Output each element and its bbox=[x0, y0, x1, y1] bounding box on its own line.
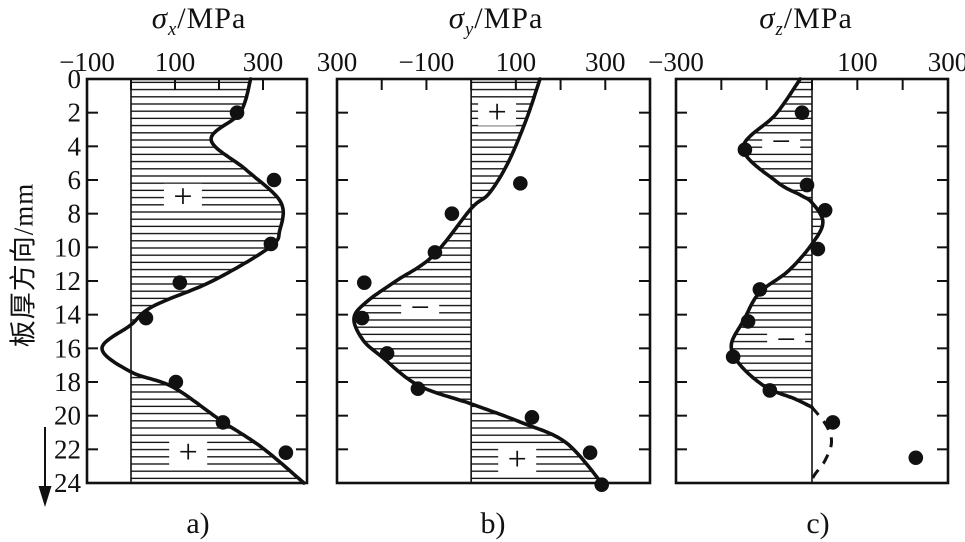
sigma-subscript: y bbox=[465, 19, 475, 40]
sigma-subscript: x bbox=[168, 19, 178, 40]
data-point bbox=[740, 314, 756, 329]
depth-axis-tick-label: 18 bbox=[54, 367, 81, 397]
sigma-symbol: σ bbox=[759, 0, 776, 35]
sign-label-backing bbox=[767, 331, 806, 348]
data-point bbox=[427, 245, 443, 260]
unit-text: /MPa bbox=[177, 2, 247, 35]
stress-sign-label: − bbox=[772, 124, 791, 161]
hatched-stress-region bbox=[812, 202, 823, 244]
depth-axis-tick-label: 12 bbox=[54, 266, 81, 296]
depth-axis-tick-label: 8 bbox=[68, 199, 82, 229]
depth-axis-tick-label: 6 bbox=[68, 165, 82, 195]
sigma-symbol: σ bbox=[448, 0, 466, 35]
depth-axis-tick-label: 14 bbox=[54, 300, 82, 330]
data-point bbox=[379, 346, 395, 361]
sign-label-backing bbox=[401, 299, 440, 316]
depth-axis-tick-label: 20 bbox=[54, 401, 81, 431]
data-point bbox=[172, 275, 188, 290]
data-point bbox=[817, 203, 833, 218]
stress-axis-tick-label: 300 bbox=[317, 47, 358, 77]
panel-b-caption: b) bbox=[480, 507, 506, 540]
data-point bbox=[594, 477, 610, 492]
sign-label-backing bbox=[163, 183, 202, 210]
data-point bbox=[138, 310, 154, 326]
stress-axis-tick-label: 300 bbox=[928, 47, 965, 77]
depth-axis-tick-label: 16 bbox=[54, 333, 81, 363]
stress-axis-tick-label: 100 bbox=[837, 47, 878, 77]
data-point bbox=[810, 241, 826, 257]
stress-curve-solid bbox=[352, 77, 604, 485]
stress-sign-label: + bbox=[179, 434, 198, 471]
stress-sign-label: + bbox=[173, 178, 192, 215]
panel-b-plot: 300 −100 100 300 + − + bbox=[317, 47, 652, 492]
stress-axis-tick-label: −300 bbox=[648, 47, 704, 77]
sigma-subscript: z bbox=[775, 19, 784, 40]
data-point bbox=[752, 282, 768, 297]
data-point bbox=[737, 142, 753, 157]
sign-label-backing bbox=[169, 439, 208, 466]
hatched-stress-region bbox=[131, 371, 304, 483]
data-point bbox=[410, 381, 426, 397]
data-point bbox=[762, 383, 778, 398]
sigma-symbol: σ bbox=[151, 0, 169, 35]
panel-a-caption: a) bbox=[186, 507, 210, 540]
data-point bbox=[513, 176, 528, 191]
stress-axis-tick-label: 300 bbox=[243, 47, 284, 77]
data-point bbox=[263, 236, 279, 252]
depth-axis-tick-label: 10 bbox=[54, 232, 81, 262]
data-point bbox=[215, 415, 231, 430]
stress-curve-solid bbox=[729, 77, 825, 410]
data-point bbox=[356, 275, 372, 290]
data-point bbox=[266, 172, 282, 188]
data-point bbox=[825, 415, 841, 430]
stress-sign-label: − bbox=[777, 321, 796, 358]
data-point bbox=[908, 450, 924, 466]
data-point bbox=[168, 374, 184, 390]
depth-axis-tick-label: 0 bbox=[68, 64, 82, 94]
data-point bbox=[794, 105, 810, 120]
unit-text: /MPa bbox=[783, 2, 853, 35]
depth-axis-tick-label: 2 bbox=[68, 98, 82, 128]
panel-a-title: σx/MPa bbox=[152, 0, 247, 41]
data-point bbox=[799, 177, 815, 193]
data-point bbox=[278, 445, 294, 461]
depth-direction-arrow bbox=[38, 427, 52, 507]
data-point bbox=[444, 206, 460, 221]
panel-b-title: σy/MPa bbox=[449, 0, 544, 41]
depth-axis-tick-label: 4 bbox=[68, 131, 82, 161]
stress-curve-solid bbox=[100, 77, 306, 485]
unit-text: /MPa bbox=[474, 2, 544, 35]
sign-label-backing bbox=[762, 134, 801, 151]
sign-label-backing bbox=[478, 99, 517, 126]
panel-c-title: σz/MPa bbox=[759, 0, 853, 41]
data-point bbox=[582, 445, 598, 461]
panel-a-plot: −100 100 300 + + bbox=[59, 47, 309, 485]
stress-axis-tick-label: −100 bbox=[59, 47, 115, 77]
sign-label-backing bbox=[498, 446, 537, 473]
panel-c-caption: c) bbox=[806, 507, 830, 540]
depth-axis-tick-label: 22 bbox=[54, 434, 81, 464]
data-point bbox=[229, 105, 245, 120]
stress-curve-dashed bbox=[809, 406, 833, 484]
depth-axis-tick-label: 24 bbox=[54, 468, 82, 498]
stress-axis-tick-label: −100 bbox=[399, 47, 455, 77]
data-point bbox=[725, 349, 741, 365]
stress-sign-label: + bbox=[487, 94, 506, 131]
stress-axis-tick-label: 100 bbox=[155, 47, 196, 77]
data-point bbox=[524, 410, 540, 425]
stress-sign-label: + bbox=[508, 441, 527, 478]
data-point bbox=[354, 310, 370, 326]
hatched-stress-region bbox=[731, 243, 812, 408]
hatched-stress-region bbox=[131, 79, 284, 325]
stress-axis-tick-label: 300 bbox=[585, 47, 626, 77]
panel-c-plot: −300 100 300 − − bbox=[648, 47, 965, 485]
stress-axis-tick-label: 100 bbox=[496, 47, 537, 77]
stress-sign-label: − bbox=[411, 289, 430, 326]
